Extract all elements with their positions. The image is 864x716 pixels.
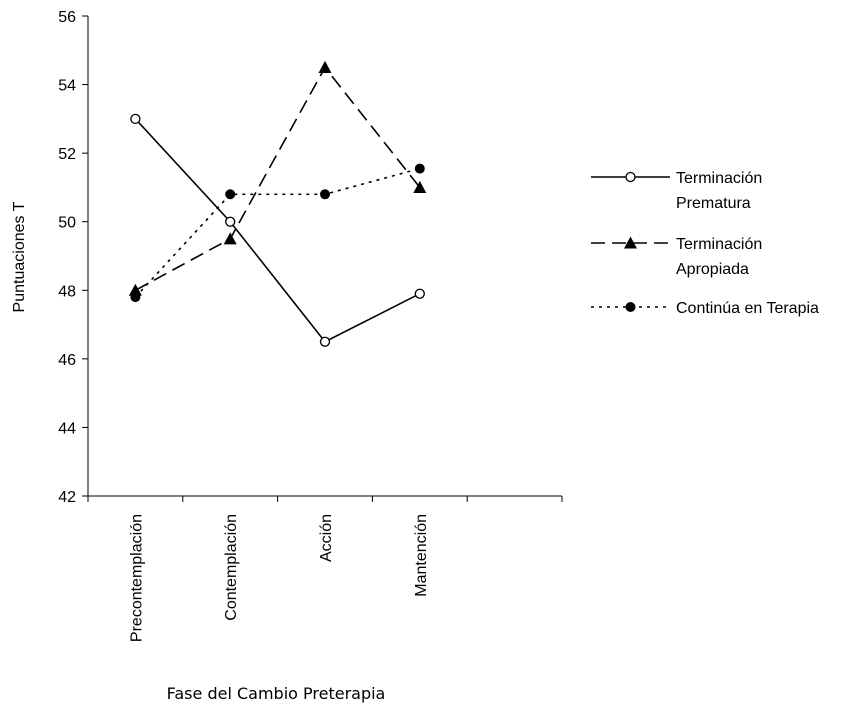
y-tick-label: 48 bbox=[58, 283, 76, 300]
data-point bbox=[128, 283, 142, 296]
legend-entry-3: Continúa en Terapia bbox=[591, 300, 819, 317]
y-tick-label: 50 bbox=[58, 215, 76, 232]
series-3 bbox=[130, 163, 425, 303]
data-point bbox=[414, 163, 425, 174]
y-tick-label: 46 bbox=[58, 352, 76, 369]
legend-label: Prematura bbox=[676, 195, 751, 212]
data-point bbox=[413, 180, 427, 193]
y-tick-label: 54 bbox=[58, 78, 76, 95]
legend-label: Continúa en Terapia bbox=[676, 300, 819, 317]
x-tick-label: Precontemplación bbox=[128, 514, 145, 642]
data-point bbox=[320, 189, 330, 200]
series-1 bbox=[130, 113, 425, 347]
data-point bbox=[130, 292, 141, 303]
x-tick-label: Mantención bbox=[413, 514, 430, 597]
y-tick-label: 52 bbox=[58, 146, 76, 163]
y-tick-label: 56 bbox=[58, 9, 76, 26]
legend-label: Terminación bbox=[676, 236, 762, 253]
y-axis-ticks: 42 44 46 48 50 52 54 56 bbox=[58, 9, 88, 506]
legend-marker bbox=[625, 171, 636, 183]
data-point bbox=[414, 288, 425, 299]
data-point bbox=[318, 60, 332, 73]
legend-marker bbox=[624, 236, 637, 249]
legend-entry-1: Terminación Prematura bbox=[591, 170, 762, 212]
y-tick-label: 44 bbox=[58, 420, 76, 437]
legend-label: Apropiada bbox=[676, 261, 749, 278]
legend-entry-2: Terminación Apropiada bbox=[591, 236, 762, 278]
legend: Terminación Prematura Terminación Apropiada… bbox=[591, 170, 819, 317]
x-axis-ticks: Precontemplación Contemplación Acción Mante… bbox=[87, 496, 563, 642]
x-tick-label: Acción bbox=[318, 514, 335, 562]
x-axis-title: Fase del Cambio Preterapia bbox=[167, 684, 386, 703]
data-point bbox=[223, 232, 237, 245]
legend-label: Terminación bbox=[676, 170, 762, 187]
series-line bbox=[134, 167, 421, 298]
legend-marker bbox=[625, 302, 636, 312]
series-2 bbox=[128, 60, 427, 296]
series-line bbox=[135, 65, 421, 291]
x-tick-label: Contemplación bbox=[223, 514, 240, 621]
data-point bbox=[225, 189, 236, 200]
y-axis-title: Puntuaciones T bbox=[11, 201, 28, 312]
y-tick-label: 42 bbox=[58, 489, 76, 506]
chart-axes bbox=[87, 16, 562, 497]
data-point bbox=[319, 336, 331, 347]
series-line bbox=[134, 118, 421, 343]
data-point bbox=[130, 113, 141, 125]
data-point bbox=[225, 216, 236, 227]
series-group bbox=[128, 60, 427, 347]
